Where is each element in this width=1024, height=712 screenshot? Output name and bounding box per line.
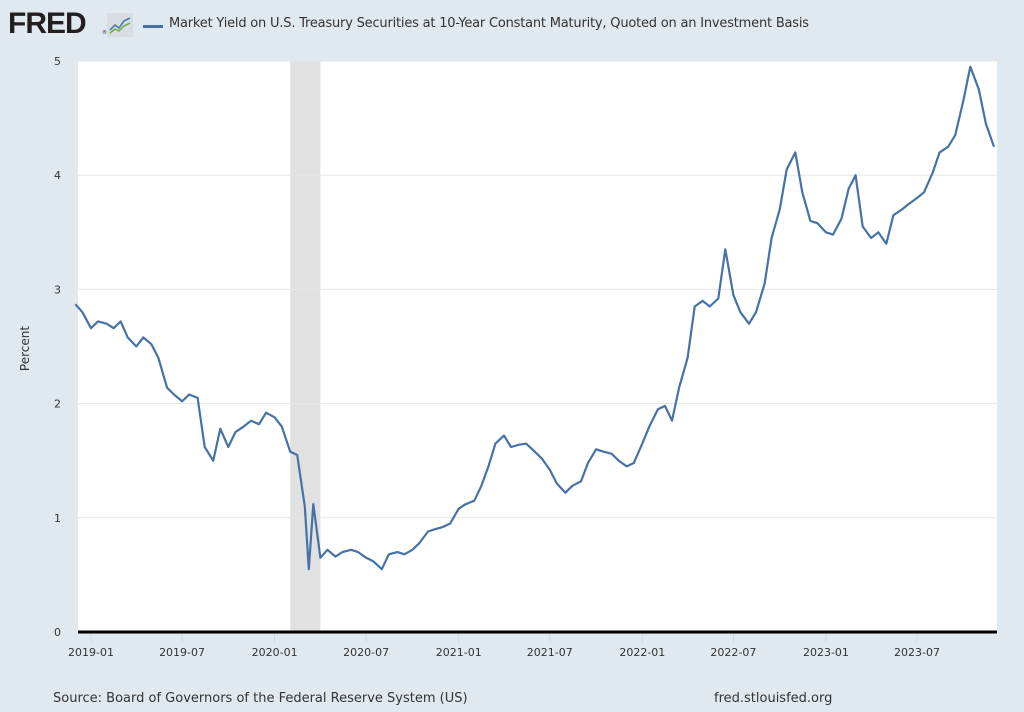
x-tick-label: 2023-07: [894, 646, 940, 659]
x-tick-label: 2021-07: [527, 646, 573, 659]
x-tick-label: 2022-01: [619, 646, 665, 659]
legend-series-swatch: [143, 25, 163, 28]
x-tick-label: 2020-01: [252, 646, 298, 659]
y-tick-label: 2: [54, 398, 61, 411]
y-tick-label: 1: [54, 512, 61, 525]
x-tick-label: 2023-01: [803, 646, 849, 659]
y-gridlines: [78, 60, 997, 519]
plot-area: [78, 61, 997, 632]
series-layer: [74, 65, 996, 571]
x-tick-label: 2019-01: [68, 646, 114, 659]
recession-band: [290, 61, 321, 632]
chart-header: FRED ® Market Yield on U.S. Treasury Sec…: [0, 0, 1024, 50]
source-note: Source: Board of Governors of the Federa…: [53, 691, 468, 706]
fred-logo[interactable]: FRED: [8, 7, 87, 40]
series-line-10y-treasury-yield[interactable]: [74, 65, 996, 571]
y-axis-tick-labels: 0 1 2 3 4 5: [54, 55, 61, 639]
x-axis-tick-labels: 2019-01 2019-07 2020-01 2020-07 2021-01 2021-…: [68, 646, 940, 659]
y-tick-label: 4: [54, 169, 61, 182]
y-tick-label: 3: [54, 283, 61, 296]
y-tick-label: 0: [54, 626, 61, 639]
x-axis-ticks: [90, 632, 918, 642]
y-tick-label: 5: [54, 55, 61, 68]
fred-registered-mark: ®: [102, 30, 107, 36]
site-link[interactable]: fred.stlouisfed.org: [714, 691, 833, 706]
recession-bands: [290, 61, 321, 632]
chart-line-icon: [107, 13, 133, 37]
x-tick-label: 2020-07: [343, 646, 389, 659]
legend-series-label[interactable]: Market Yield on U.S. Treasury Securities…: [169, 16, 809, 31]
y-axis-title: Percent: [18, 326, 32, 371]
x-tick-label: 2021-01: [436, 646, 482, 659]
x-tick-label: 2022-07: [710, 646, 756, 659]
x-tick-label: 2019-07: [159, 646, 205, 659]
